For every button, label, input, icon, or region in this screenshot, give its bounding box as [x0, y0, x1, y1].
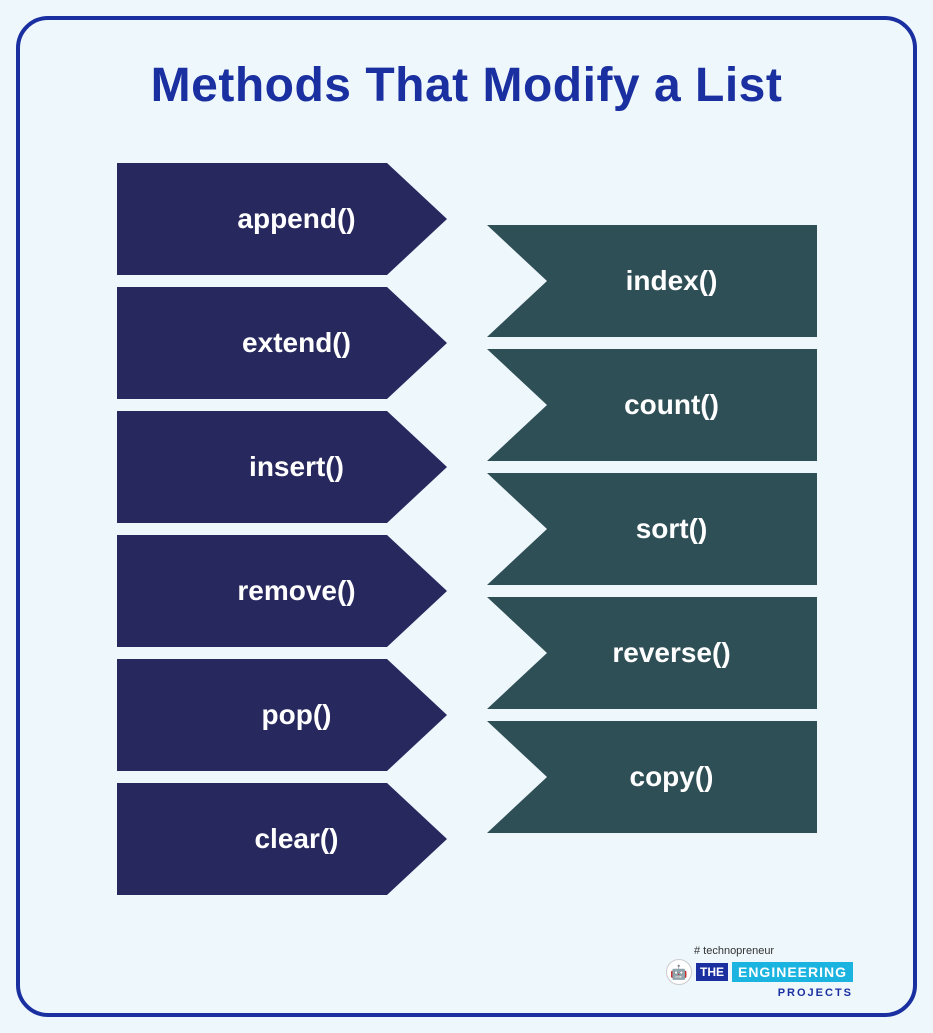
left-arrow-item: extend() — [117, 287, 447, 399]
left-arrow-label: extend() — [242, 327, 351, 359]
right-arrow-item: sort() — [487, 473, 817, 585]
page-title: Methods That Modify a List — [20, 58, 913, 113]
right-arrow-item: index() — [487, 225, 817, 337]
brand-the: THE — [696, 963, 728, 981]
right-arrow-label: sort() — [636, 513, 708, 545]
right-arrow-label: reverse() — [612, 637, 730, 669]
left-arrow-item: pop() — [117, 659, 447, 771]
footer-brand: 🤖 THE ENGINEERING — [666, 959, 853, 985]
brand-eng: ENGINEERING — [732, 962, 853, 982]
methods-diagram: append() extend() insert() remove() pop(… — [117, 163, 817, 923]
brand-projects: PROJECTS — [696, 987, 853, 999]
left-arrow-item: insert() — [117, 411, 447, 523]
left-arrow-label: append() — [237, 203, 355, 235]
right-arrow-item: copy() — [487, 721, 817, 833]
main-frame: Methods That Modify a List append() exte… — [16, 16, 917, 1017]
left-arrow-label: remove() — [237, 575, 355, 607]
right-arrow-label: copy() — [630, 761, 714, 793]
left-arrow-label: insert() — [249, 451, 344, 483]
footer-logo: # technopreneur 🤖 THE ENGINEERING PROJEC… — [666, 945, 853, 999]
left-arrow-item: append() — [117, 163, 447, 275]
left-arrow-item: clear() — [117, 783, 447, 895]
left-arrow-label: clear() — [254, 823, 338, 855]
right-arrow-label: index() — [626, 265, 718, 297]
robot-icon: 🤖 — [666, 959, 692, 985]
right-arrow-item: count() — [487, 349, 817, 461]
right-arrow-label: count() — [624, 389, 719, 421]
footer-hashtag: # technopreneur — [694, 945, 853, 957]
left-arrow-item: remove() — [117, 535, 447, 647]
left-arrow-label: pop() — [262, 699, 332, 731]
right-arrow-item: reverse() — [487, 597, 817, 709]
